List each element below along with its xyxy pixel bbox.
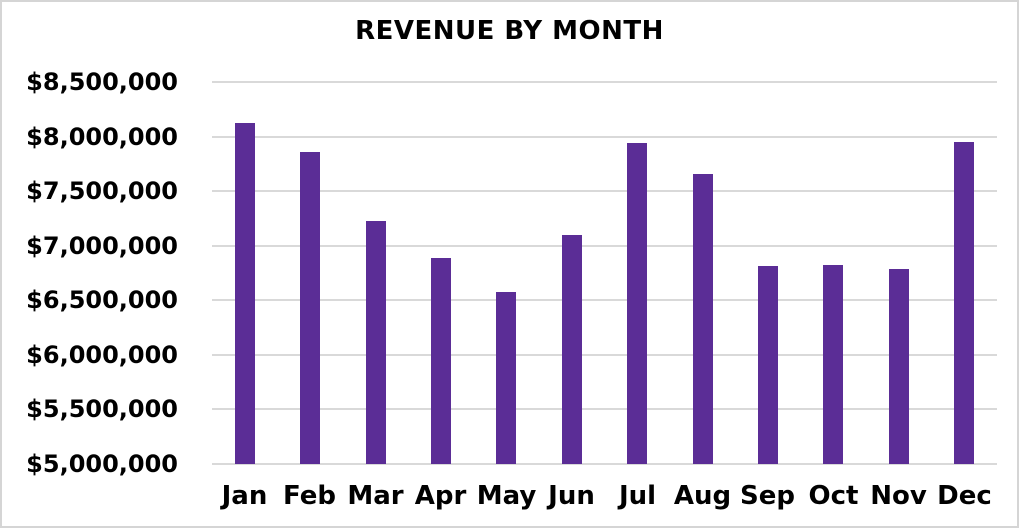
x-axis-tick-label: May — [476, 481, 537, 511]
y-axis-tick-label: $8,000,000 — [26, 123, 178, 151]
x-axis-tick-label: Jan — [221, 481, 268, 511]
bar-aug — [693, 174, 713, 464]
gridline — [212, 136, 997, 138]
x-axis-tick-label: Mar — [347, 481, 404, 511]
y-axis-tick-label: $8,500,000 — [26, 68, 178, 96]
bar-sep — [758, 266, 778, 464]
y-axis-tick-label: $5,500,000 — [26, 395, 178, 423]
bar-may — [496, 292, 516, 464]
x-axis-tick-label: Jun — [548, 481, 595, 511]
gridline — [212, 463, 997, 465]
chart-title: REVENUE BY MONTH — [355, 16, 664, 46]
gridline — [212, 81, 997, 83]
bar-mar — [366, 221, 386, 464]
y-axis-tick-label: $6,500,000 — [26, 286, 178, 314]
y-axis-tick-label: $5,000,000 — [26, 450, 178, 478]
bar-nov — [889, 269, 909, 464]
y-axis-tick-label: $6,000,000 — [26, 341, 178, 369]
gridline — [212, 190, 997, 192]
x-axis-tick-label: Apr — [414, 481, 467, 511]
y-axis-tick-label: $7,000,000 — [26, 232, 178, 260]
x-axis-tick-label: Jul — [618, 481, 657, 511]
x-axis-tick-label: Dec — [937, 481, 992, 511]
bar-jul — [627, 143, 647, 464]
bar-apr — [431, 258, 451, 464]
x-axis-tick-label: Aug — [673, 481, 732, 511]
bar-dec — [954, 142, 974, 464]
x-axis-tick-label: Feb — [283, 481, 336, 511]
plot-area — [212, 81, 997, 465]
bar-jan — [235, 123, 255, 464]
bar-feb — [300, 152, 320, 464]
bar-oct — [823, 265, 843, 464]
gridline — [212, 299, 997, 301]
gridline — [212, 354, 997, 356]
y-axis-tick-label: $7,500,000 — [26, 177, 178, 205]
x-axis-tick-label: Nov — [870, 481, 927, 511]
x-axis-tick-label: Sep — [740, 481, 795, 511]
x-axis-tick-label: Oct — [808, 481, 859, 511]
gridline — [212, 408, 997, 410]
gridline — [212, 245, 997, 247]
bar-jun — [562, 235, 582, 464]
